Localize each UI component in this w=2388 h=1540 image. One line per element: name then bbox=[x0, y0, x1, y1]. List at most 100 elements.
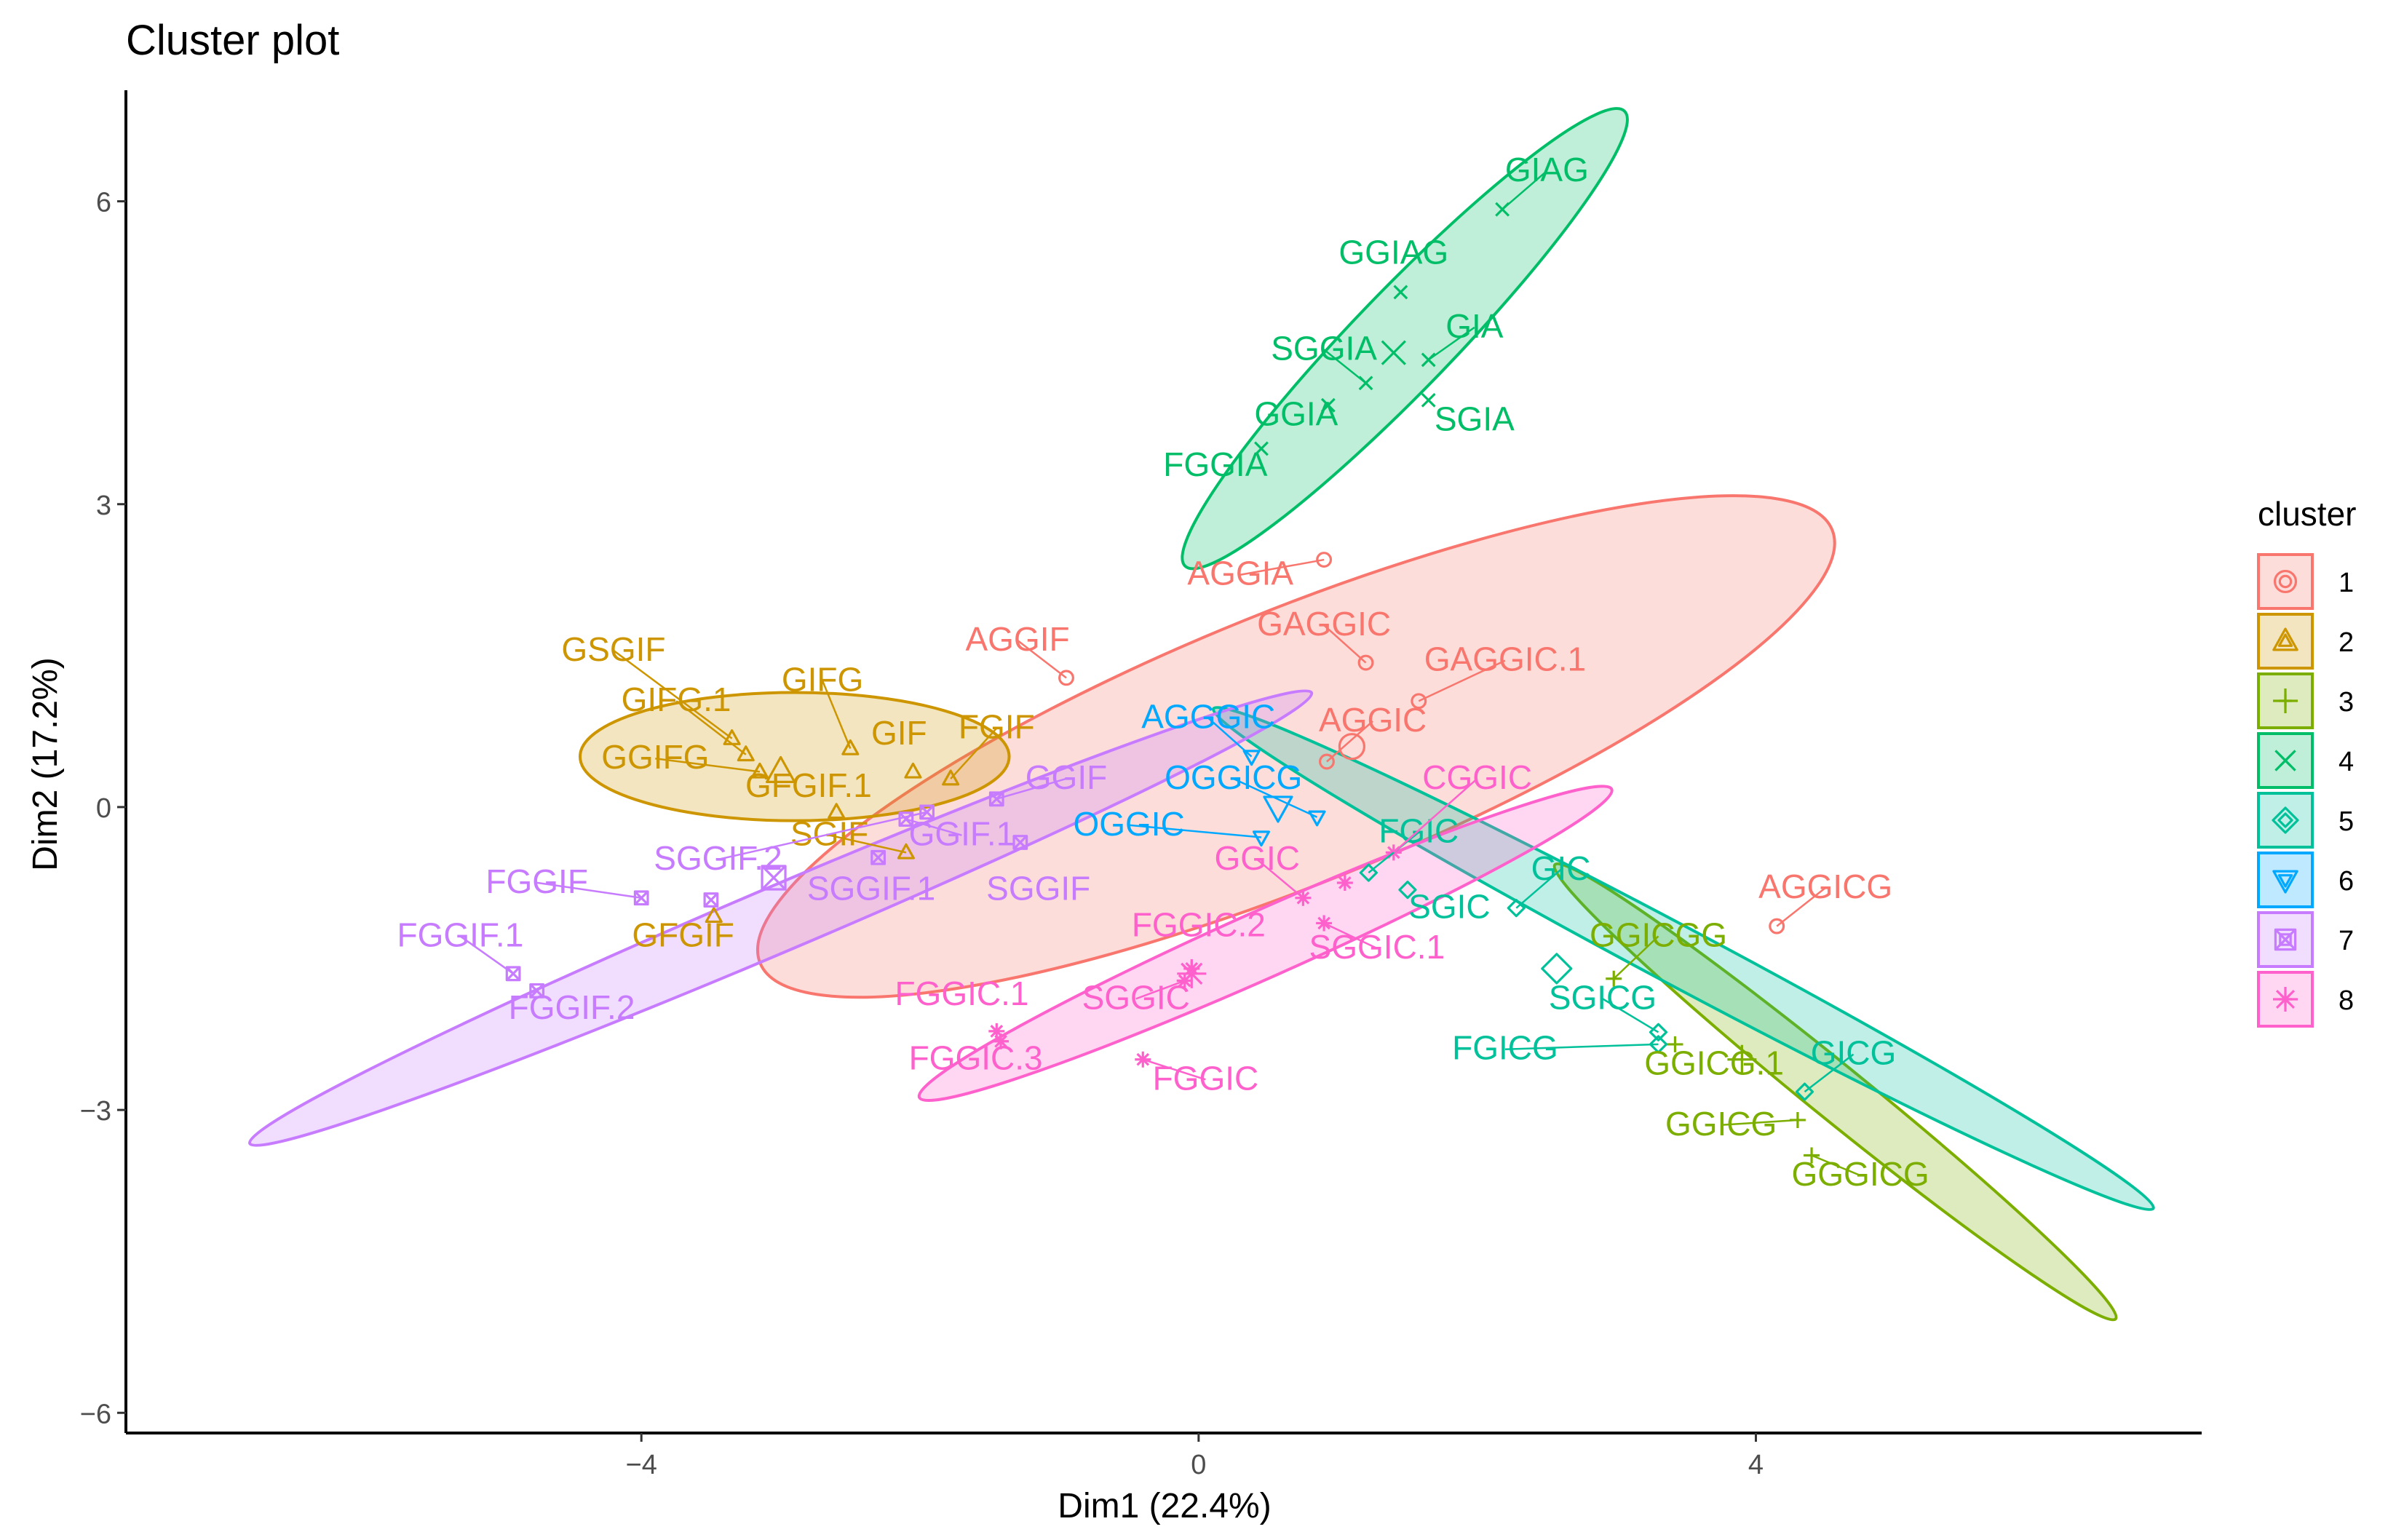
label-oggic: OGGIC bbox=[1073, 805, 1184, 843]
label-ggic: GGIC bbox=[1214, 839, 1300, 877]
leader-aggif bbox=[1017, 639, 1067, 679]
ellipse-layer bbox=[247, 107, 2155, 1322]
label-fggic-1: FGGIC.1 bbox=[894, 975, 1028, 1012]
point-label-layer: AGGIA AGGIF GAGGIC GAGGIC.1 AGGIC AGGICG GSGIF… bbox=[397, 151, 1929, 1193]
cluster-8-center bbox=[1177, 958, 1207, 988]
point-gfgif bbox=[705, 907, 723, 924]
point-fggia bbox=[1254, 441, 1269, 456]
legend-symbol-inner-8 bbox=[2279, 993, 2292, 1006]
point-cluster-8-unlabeled bbox=[1336, 874, 1353, 891]
label-ggiag: GGIAG bbox=[1338, 234, 1448, 271]
label-gaggic: GAGGIC bbox=[1257, 605, 1391, 643]
leader-ggic bbox=[1256, 858, 1304, 899]
chart-title: Cluster plot bbox=[126, 17, 339, 64]
legend-symbol-inner-2 bbox=[2277, 633, 2293, 647]
point-cluster-7-unlabeled bbox=[703, 892, 719, 908]
legend-item-1: 1 bbox=[2257, 553, 2354, 610]
legend-item-4: 4 bbox=[2257, 732, 2354, 789]
point-fggif-2 bbox=[529, 983, 545, 999]
legend-title: cluster bbox=[2258, 495, 2356, 533]
legend-key-5 bbox=[2257, 792, 2314, 849]
x-tick-label: −4 bbox=[626, 1450, 657, 1480]
point-sgia bbox=[1421, 392, 1436, 408]
label-agggic: AGGGIC bbox=[1141, 698, 1275, 736]
leader-sggif-2 bbox=[718, 811, 927, 861]
cluster-2-ellipse bbox=[578, 691, 1011, 822]
y-tick-label: −6 bbox=[80, 1399, 111, 1429]
label-aggicg: AGGICG bbox=[1758, 868, 1892, 905]
label-gsgif: GSGIF bbox=[561, 630, 665, 668]
point-sggif-1 bbox=[870, 849, 886, 865]
leader-gifg-1 bbox=[675, 700, 747, 755]
leader-gic bbox=[1515, 868, 1562, 909]
label-sgicg: SGICG bbox=[1549, 978, 1657, 1016]
leader-ggif-1 bbox=[905, 818, 962, 836]
label-fggif-2: FGGIF.2 bbox=[509, 988, 635, 1026]
label-fggif: FGGIF bbox=[485, 862, 588, 900]
label-gaggic-1: GAGGIC.1 bbox=[1424, 640, 1586, 678]
point-agggic bbox=[1242, 750, 1261, 766]
legend: cluster 1 2 3 4 5 6 7 8 bbox=[2257, 495, 2356, 1028]
legend-label-7: 7 bbox=[2339, 926, 2354, 956]
label-fgicg: FGICG bbox=[1452, 1029, 1558, 1067]
legend-label-8: 8 bbox=[2339, 985, 2354, 1016]
leader-aggic bbox=[1326, 720, 1373, 763]
legend-symbol-1 bbox=[2273, 569, 2298, 594]
label-gfgif-1: GFGIF.1 bbox=[745, 766, 872, 804]
cluster-4-center bbox=[1381, 340, 1406, 365]
label-ggif: GGIF bbox=[1026, 758, 1107, 796]
legend-symbol-inner-4 bbox=[2279, 754, 2292, 767]
leader-aggicg bbox=[1776, 886, 1826, 927]
y-tick-label: 6 bbox=[96, 188, 111, 218]
leader-ggifg bbox=[655, 757, 761, 773]
leader-gifg bbox=[821, 680, 852, 749]
point-oggicg bbox=[1308, 810, 1326, 827]
label-fggif-1: FGGIF.1 bbox=[397, 916, 523, 953]
leader-ggicgg bbox=[1613, 935, 1659, 980]
point-fgic bbox=[1359, 863, 1378, 882]
legend-symbol-6 bbox=[2272, 870, 2298, 894]
point-gicg bbox=[1795, 1082, 1814, 1101]
point-oggic bbox=[1252, 830, 1271, 847]
legend-key-1 bbox=[2257, 553, 2314, 610]
point-fggic-1 bbox=[988, 1023, 1005, 1039]
label-gic: GIC bbox=[1531, 849, 1591, 887]
cluster-5-center bbox=[1541, 953, 1573, 985]
leader-sggia bbox=[1323, 349, 1367, 384]
legend-item-8: 8 bbox=[2257, 971, 2354, 1028]
label-aggic: AGGIC bbox=[1319, 701, 1427, 739]
cluster-7-ellipse bbox=[247, 689, 1314, 1147]
cluster-7-center bbox=[761, 865, 787, 891]
legend-label-1: 1 bbox=[2339, 568, 2354, 598]
point-gifg bbox=[841, 739, 860, 755]
label-gggicg: GGGICG bbox=[1791, 1155, 1929, 1193]
leader-gaggic bbox=[1323, 624, 1367, 664]
y-axis-title: Dim2 (17.2%) bbox=[26, 657, 65, 870]
label-sgia: SGIA bbox=[1435, 400, 1515, 437]
label-ggicg-1: GGICG.1 bbox=[1644, 1044, 1784, 1082]
point-gif bbox=[904, 762, 922, 779]
label-fggic-3: FGGIC.3 bbox=[909, 1039, 1043, 1077]
label-cggic: CGGIC bbox=[1422, 758, 1532, 796]
point-gaggic bbox=[1357, 654, 1374, 671]
label-aggif: AGGIF bbox=[965, 620, 1069, 658]
label-gicg: GICG bbox=[1811, 1034, 1897, 1072]
point-fggic-3 bbox=[993, 1033, 1009, 1049]
x-ticks: −4 0 4 bbox=[626, 1433, 1764, 1480]
point-gaggic-1 bbox=[1411, 693, 1427, 710]
cluster-3-ellipse bbox=[1552, 862, 2118, 1322]
y-ticks: 6 3 0 −3 −6 bbox=[80, 188, 126, 1429]
leader-sggic bbox=[1135, 980, 1186, 1000]
leader-ggif bbox=[996, 777, 1067, 801]
legend-label-3: 3 bbox=[2339, 687, 2354, 718]
y-tick-label: 3 bbox=[96, 491, 111, 521]
label-sggif-1: SGGIF.1 bbox=[807, 870, 935, 908]
leader-oggicg bbox=[1233, 777, 1318, 818]
leader-sgif bbox=[829, 834, 907, 854]
leader-giag bbox=[1502, 170, 1548, 210]
legend-symbol-inner-1 bbox=[2278, 574, 2293, 589]
leader-ggicg bbox=[1721, 1119, 1798, 1127]
label-gifg: GIFG bbox=[782, 660, 863, 698]
leader-gicg bbox=[1804, 1053, 1855, 1093]
